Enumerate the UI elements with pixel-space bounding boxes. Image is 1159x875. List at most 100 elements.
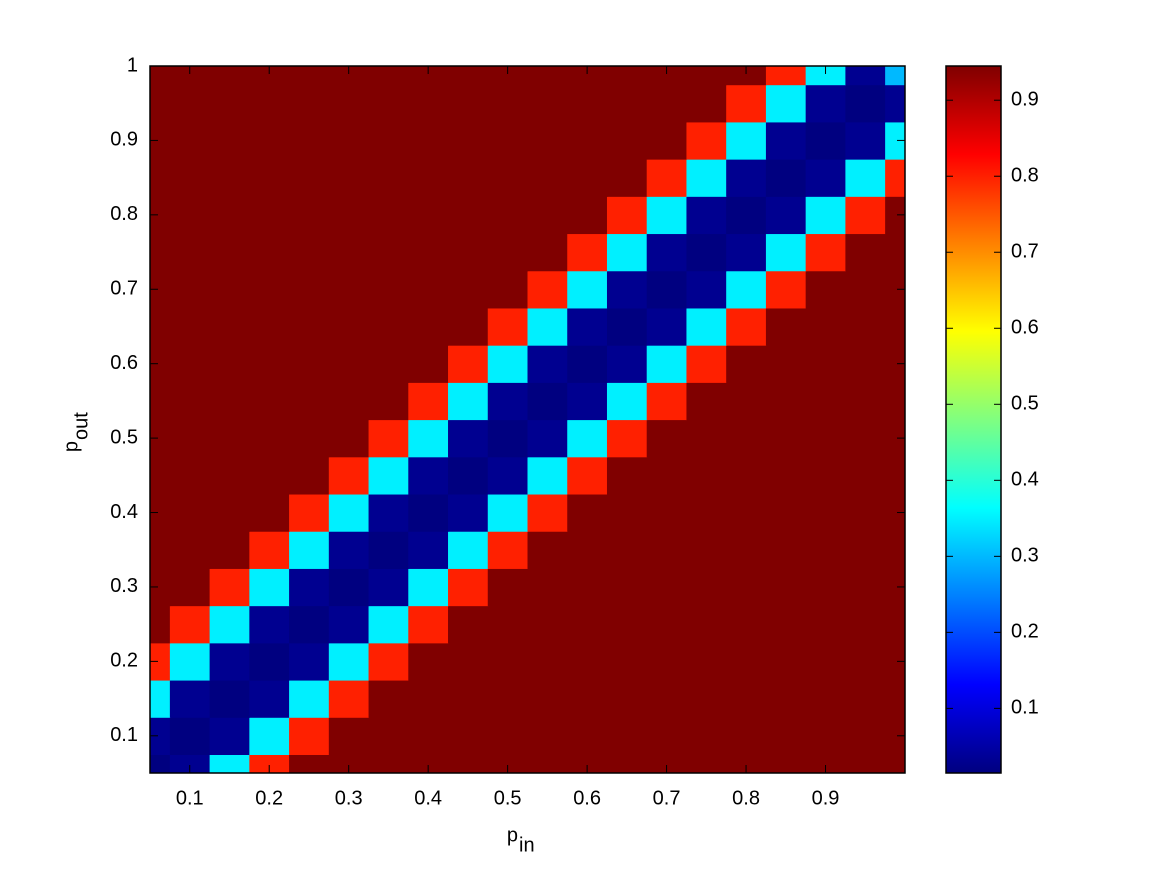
contour-cell (249, 717, 290, 755)
contour-cell (805, 605, 846, 644)
contour-cell (527, 568, 568, 607)
contour-cell (726, 456, 767, 495)
contour-cell (209, 754, 250, 773)
contour-cell (885, 159, 905, 197)
contour-cell (249, 419, 290, 458)
contour-cell (765, 456, 807, 495)
contour-cell (209, 66, 250, 86)
contour-cell (646, 717, 688, 755)
contour-cell (448, 270, 489, 309)
contour-cell (686, 307, 727, 346)
contour-cell (408, 121, 449, 160)
contour-cell (726, 66, 767, 86)
contour-cell (527, 717, 568, 755)
contour-cell (249, 754, 290, 773)
contour-cell (765, 159, 807, 197)
contour-cell (150, 307, 171, 346)
contour-cell (885, 419, 905, 458)
contour-cell (765, 307, 807, 346)
contour-cell (289, 717, 330, 755)
y-tick-label: 0.1 (110, 724, 138, 746)
contour-cell (805, 642, 846, 681)
contour-cell (686, 345, 727, 383)
contour-cell (249, 121, 290, 160)
contour-cell (448, 84, 489, 123)
contour-cell (726, 679, 767, 718)
contour-cell (209, 307, 250, 346)
axes: 0.1 0.2 0.3 0.4 0.5 0.6 0.7 0.8 0.9 0.1 0.2 0.3 0.4 0… (60, 54, 1039, 856)
contour-cell (606, 568, 648, 607)
contour-cell (150, 456, 171, 495)
contour-cell (805, 121, 846, 160)
contour-cell (169, 345, 211, 383)
contour-cell (765, 345, 807, 383)
contour-cell (606, 84, 648, 123)
contour-cell (765, 84, 807, 123)
contour-cell (606, 605, 648, 644)
contour-cell (448, 754, 489, 773)
contour-cell (765, 493, 807, 532)
x-tick-label: 0.4 (414, 787, 442, 809)
contour-cell (606, 754, 648, 773)
contour-cell (289, 196, 330, 235)
contour-cell (805, 568, 846, 607)
contour-cell (368, 66, 409, 86)
contour-cell (805, 196, 846, 235)
contour-cell (289, 121, 330, 160)
contour-cell (209, 270, 250, 309)
contour-cell (328, 382, 370, 421)
contour-cell (646, 121, 688, 160)
contour-cell (487, 717, 529, 755)
contour-cell (885, 233, 905, 272)
contour-cell (249, 270, 290, 309)
contour-cell (527, 642, 568, 681)
contour-cell (765, 642, 807, 681)
contour-cell (845, 642, 886, 681)
contour-cell (567, 419, 608, 458)
colorbar (945, 65, 1002, 774)
contour-cell (805, 679, 846, 718)
contour-cell (845, 345, 886, 383)
contour-cell (646, 345, 688, 383)
contour-cell (368, 456, 409, 495)
contour-cell (448, 679, 489, 718)
contour-cell (885, 456, 905, 495)
contour-cell (328, 159, 370, 197)
contour-cell (527, 605, 568, 644)
contour-cell (646, 159, 688, 197)
contour-cell (567, 196, 608, 235)
contour-cell (169, 568, 211, 607)
contour-cell (765, 66, 807, 86)
contour-cell (686, 196, 727, 235)
contour-cell (169, 717, 211, 755)
contour-cell (885, 568, 905, 607)
contour-cell (448, 121, 489, 160)
colorbar-tick-label: 0.2 (1011, 621, 1039, 643)
contour-cell (567, 493, 608, 532)
contour-cell (448, 605, 489, 644)
contour-cell (805, 382, 846, 421)
colorbar-tick-label: 0.5 (1011, 393, 1039, 415)
contour-cell (368, 159, 409, 197)
contour-cell (765, 419, 807, 458)
y-tick-label: 1 (127, 54, 138, 76)
contour-cell (686, 605, 727, 644)
contour-cell (567, 568, 608, 607)
contour-cell (885, 84, 905, 123)
contour-cell (209, 717, 250, 755)
x-tick-label: 0.3 (335, 787, 363, 809)
contour-cell (150, 66, 171, 86)
contour-cell (606, 419, 648, 458)
contour-cell (169, 531, 211, 569)
contour-cell (606, 456, 648, 495)
contour-cell (805, 717, 846, 755)
contour-cell (169, 419, 211, 458)
contour-cell (606, 66, 648, 86)
contour-cell (209, 382, 250, 421)
contour-cell (845, 233, 886, 272)
contour-cell (805, 754, 846, 773)
contour-cell (150, 642, 171, 681)
contour-cell (289, 233, 330, 272)
contour-cell (726, 493, 767, 532)
